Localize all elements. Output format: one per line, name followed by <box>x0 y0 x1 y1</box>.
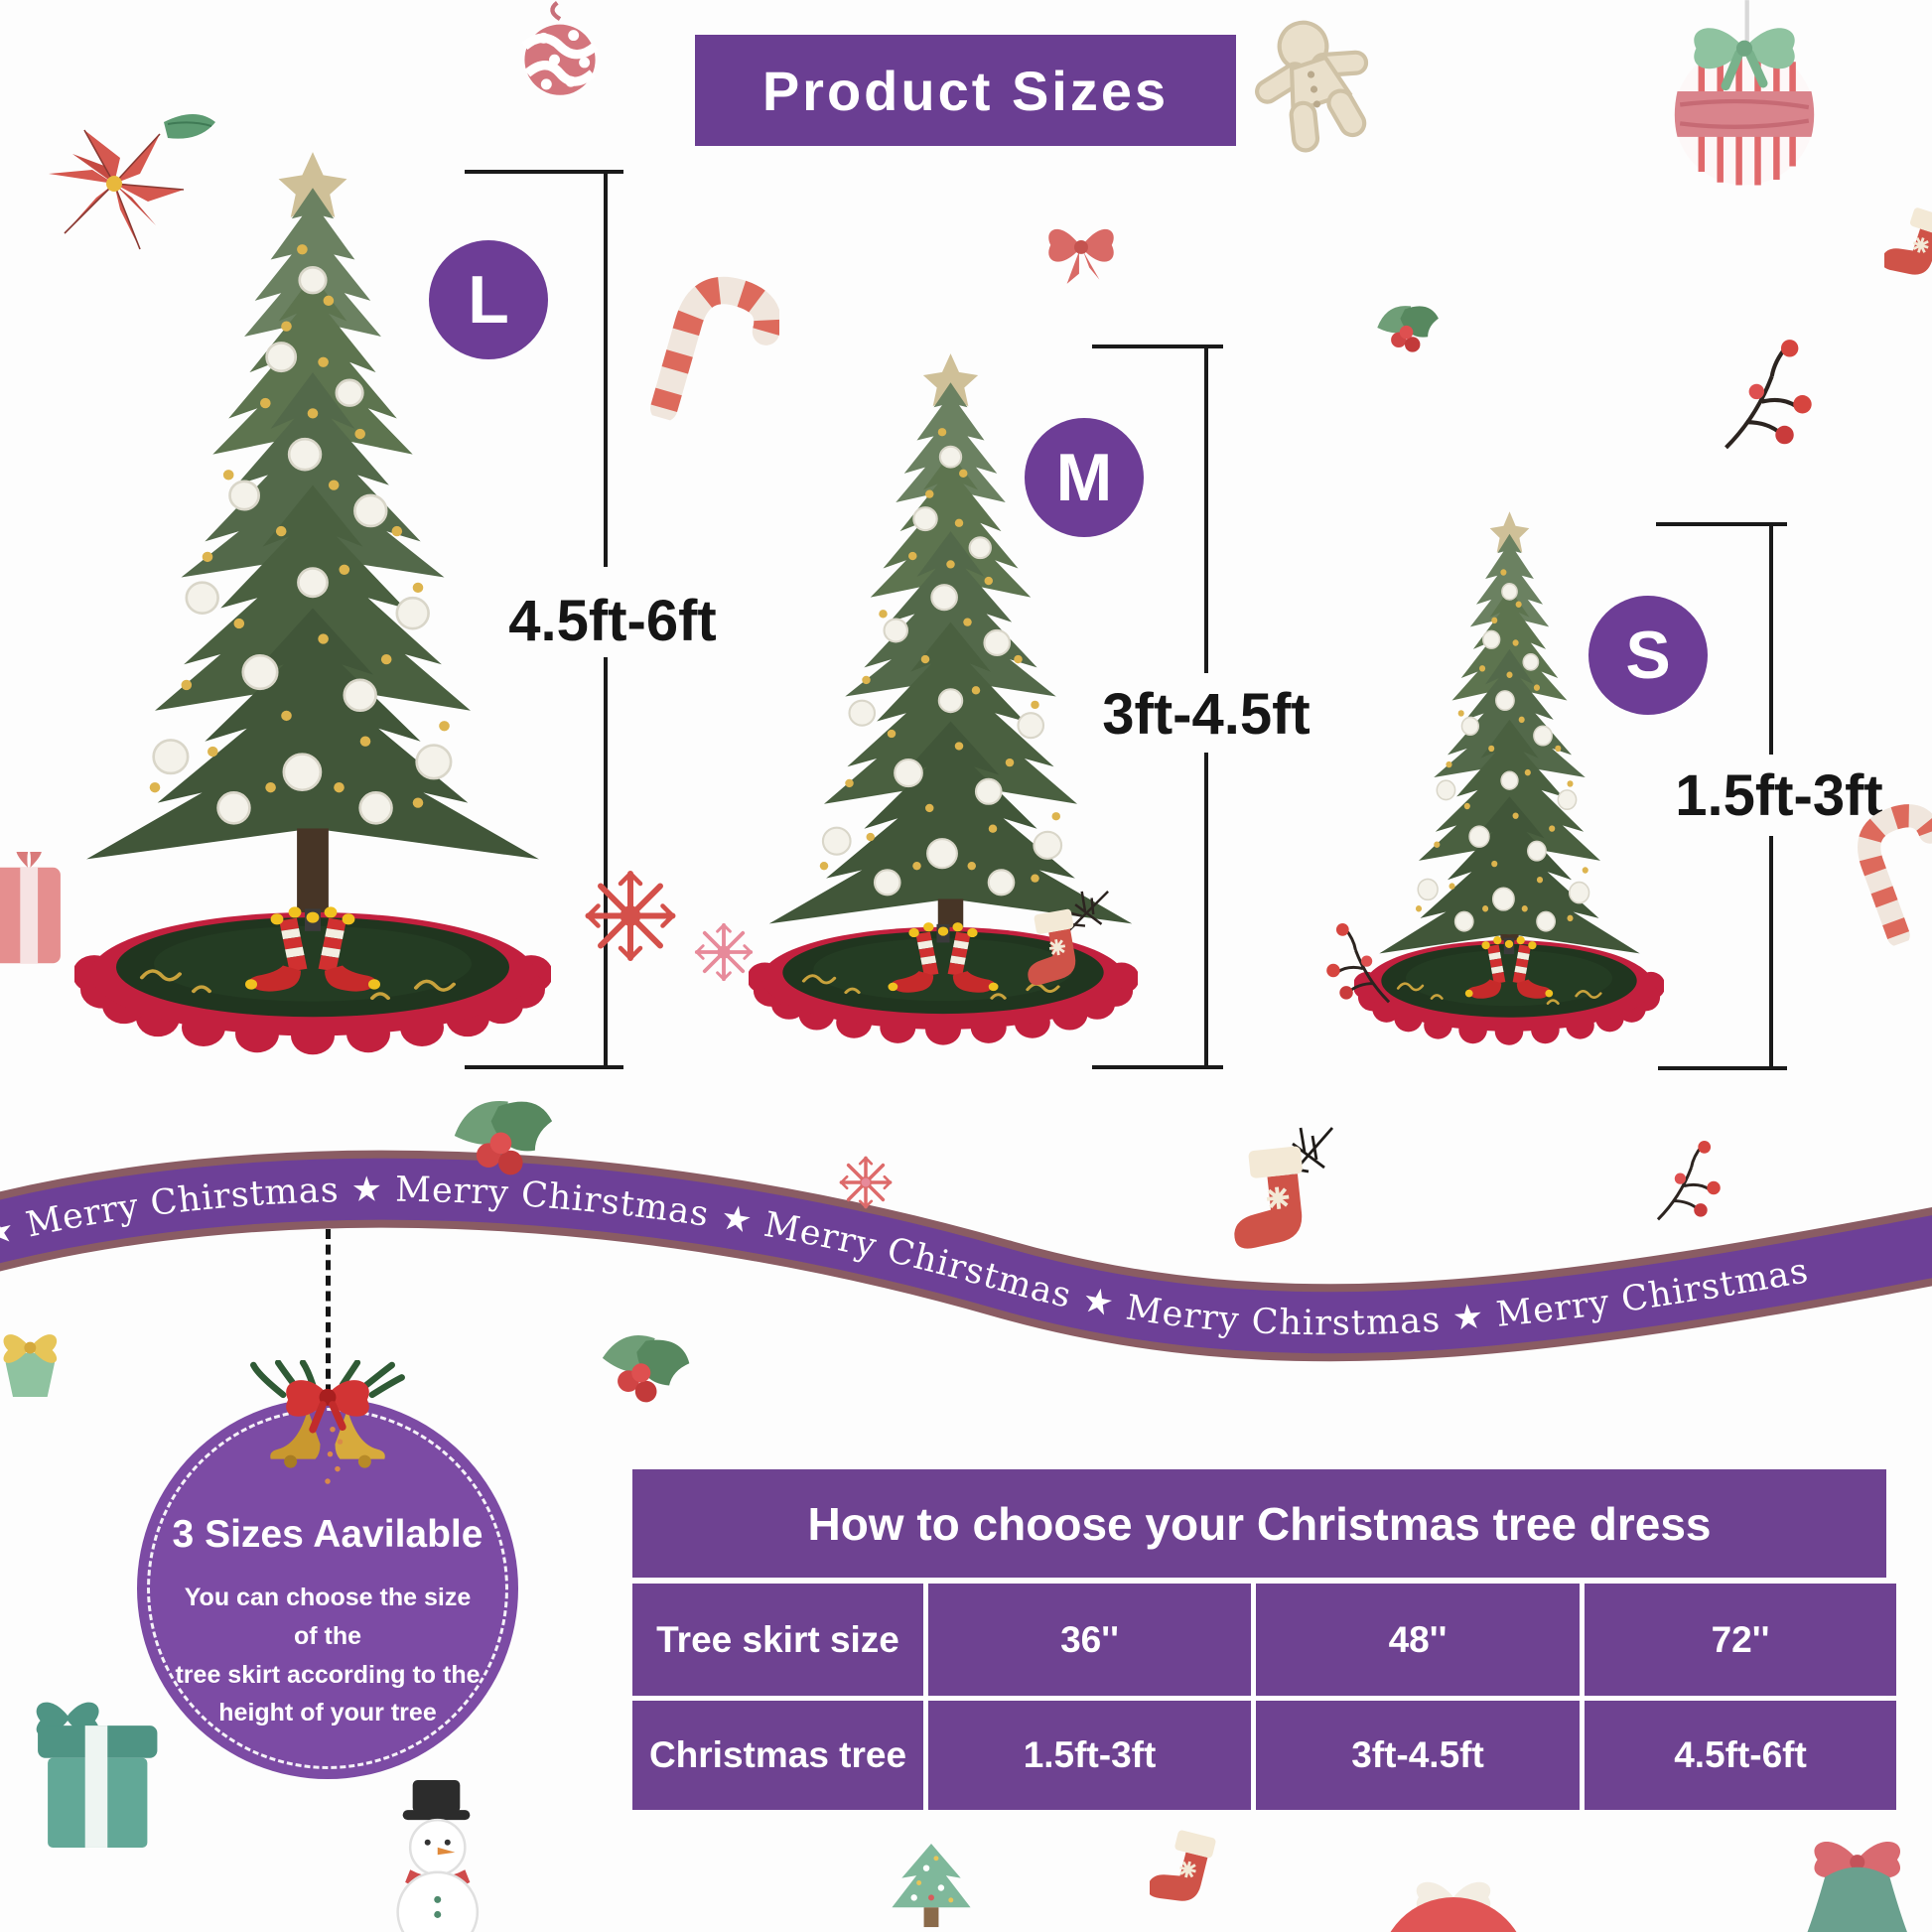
dimension-line-large-upper <box>604 170 608 567</box>
stocking-icon <box>1229 1132 1328 1281</box>
size-badge-medium-label: M <box>1055 440 1113 515</box>
dimension-line-large-cap-top <box>465 170 623 174</box>
dimension-line-medium-cap-bottom <box>1092 1065 1223 1069</box>
holly-icon <box>1368 294 1442 361</box>
info-line-1: You can choose the size of the <box>184 1584 472 1650</box>
svg-text:★ Merry Chirstmas ★: ★ Merry Chirstmas ★ Merry Chirstmas ★ Me… <box>0 1171 1812 1344</box>
dimension-label-small: 1.5ft-3ft <box>1675 763 1883 828</box>
gift-icon <box>3 1334 58 1398</box>
candy-cane-icon <box>650 266 779 430</box>
bell-gift-icon <box>1807 1841 1907 1932</box>
berry-branch-icon <box>1706 336 1823 453</box>
info-circle: 3 Sizes Aavilable You can choose the siz… <box>137 1398 518 1779</box>
info-line-2: tree skirt according to the <box>175 1660 481 1689</box>
dimension-line-small-cap-top <box>1656 522 1787 526</box>
snowman-icon <box>396 1780 480 1932</box>
berry-branch-icon <box>1643 1132 1728 1229</box>
ornament-ball-icon <box>521 0 599 95</box>
table-cell: 48'' <box>1256 1584 1580 1696</box>
table-cell: 4.5ft-6ft <box>1585 1701 1896 1810</box>
ribbon-text: ★ Merry Chirstmas ★ Merry Chirstmas ★ Me… <box>0 1171 1811 1344</box>
dimension-line-medium-cap-top <box>1092 345 1223 348</box>
dimension-line-small-cap-bottom <box>1658 1066 1787 1070</box>
gift-icon <box>0 852 61 964</box>
size-badge-large-label: L <box>468 262 509 338</box>
hanging-ornament-icon <box>1674 0 1815 186</box>
dimension-line-medium-upper <box>1204 345 1208 673</box>
stocking-icon <box>1150 1820 1223 1931</box>
dashed-connector-line <box>326 1229 331 1410</box>
holly-icon <box>440 1075 557 1196</box>
product-sizes-title-bar: Product Sizes <box>695 35 1236 146</box>
snowflake-icon <box>837 1140 895 1225</box>
dimension-line-large-lower <box>604 657 608 1068</box>
size-table-body: Tree skirt size 36'' 48'' 72'' Christmas… <box>632 1584 1896 1810</box>
table-cell: 1.5ft-3ft <box>928 1701 1251 1810</box>
size-table-title: How to choose your Christmas tree dress <box>807 1497 1712 1550</box>
merry-christmas-ribbon: ★ Merry Chirstmas ★ Merry Chirstmas ★ Me… <box>0 1112 1932 1410</box>
dimension-label-large: 4.5ft-6ft <box>508 589 717 653</box>
size-badge-large: L <box>429 240 548 359</box>
dimension-line-small-upper <box>1769 522 1773 755</box>
snowflake-icon <box>692 919 756 985</box>
size-table-header: How to choose your Christmas tree dress <box>632 1469 1886 1578</box>
info-circle-content: 3 Sizes Aavilable You can choose the siz… <box>137 1398 518 1779</box>
dimension-line-small-lower <box>1769 836 1773 1069</box>
gingerbread-man-icon <box>1255 20 1369 153</box>
snowflake-icon <box>581 864 680 968</box>
page-title: Product Sizes <box>761 59 1170 122</box>
twig-icon <box>1061 891 1109 938</box>
info-heading: 3 Sizes Aavilable <box>172 1513 483 1556</box>
mini-tree-icon <box>892 1843 971 1928</box>
size-badge-small: S <box>1588 596 1708 715</box>
bells-bow-icon <box>250 1360 405 1484</box>
stocking-icon <box>1884 204 1932 298</box>
table-row-label: Christmas tree <box>632 1701 923 1810</box>
table-cell: 72'' <box>1585 1584 1896 1696</box>
table-cell: 3ft-4.5ft <box>1256 1701 1580 1810</box>
info-body: You can choose the size of the tree skir… <box>171 1579 484 1732</box>
dimension-label-medium: 3ft-4.5ft <box>1102 682 1311 747</box>
dimension-line-large-cap-bottom <box>465 1065 623 1069</box>
size-table: How to choose your Christmas tree dress … <box>632 1469 1896 1810</box>
size-badge-medium: M <box>1025 418 1144 537</box>
tree-skirt-large <box>74 905 551 1056</box>
size-badge-small-label: S <box>1625 618 1671 693</box>
info-line-3: height of your tree <box>218 1699 437 1727</box>
gift-icon <box>36 1702 158 1848</box>
table-cell: 36'' <box>928 1584 1251 1696</box>
stocking-icon <box>1023 903 1094 1003</box>
holly-icon <box>589 1309 692 1424</box>
ornament-ball-icon <box>1390 1881 1517 1932</box>
ribbon-bow-icon <box>1048 228 1114 284</box>
poinsettia-icon <box>49 114 215 250</box>
candy-cane-icon <box>1849 789 1932 948</box>
berry-branch-icon <box>1318 918 1404 1008</box>
info-circle-dashed-ring <box>147 1408 508 1769</box>
dimension-line-medium-lower <box>1204 753 1208 1068</box>
table-row-label: Tree skirt size <box>632 1584 923 1696</box>
